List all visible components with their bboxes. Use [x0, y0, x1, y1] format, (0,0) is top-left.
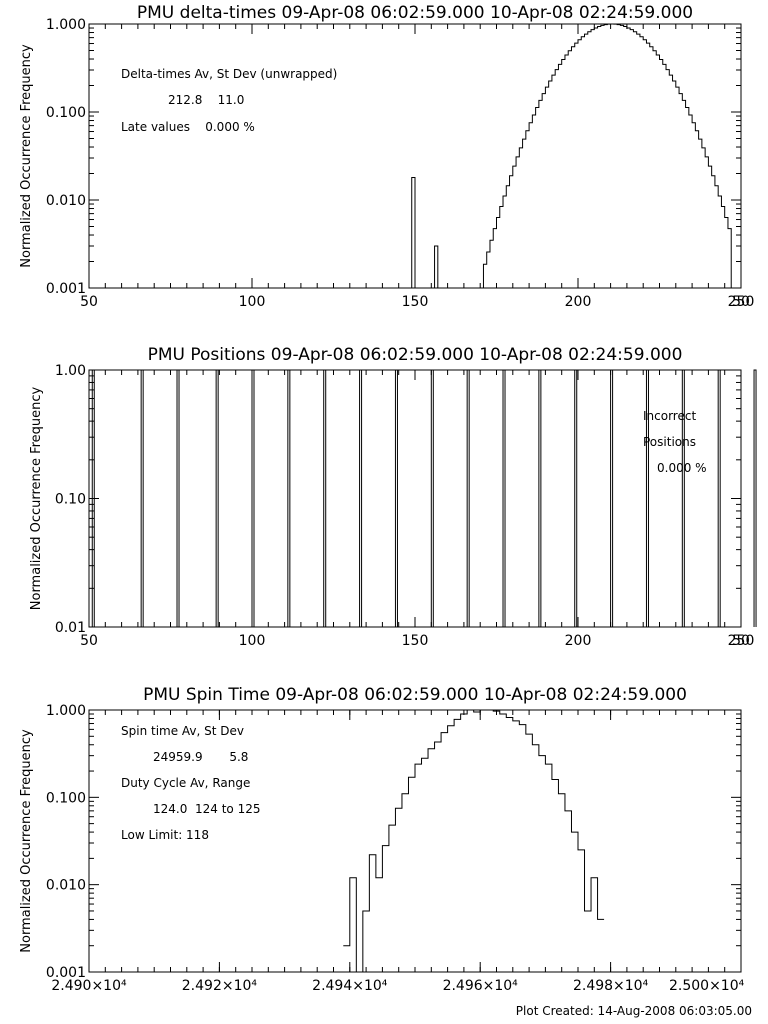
- x-tick-label: 200: [565, 294, 592, 310]
- annotation-text: Delta-times Av, St Dev (unwrapped): [121, 67, 337, 81]
- x-tick-label: 250: [728, 294, 755, 310]
- x-tick-label: 50: [80, 633, 98, 649]
- positions-panel: PMU Positions 09-Apr-08 06:02:59.000 10-…: [29, 345, 757, 649]
- position-bar: [538, 369, 542, 627]
- position-bar: [359, 369, 363, 627]
- x-tick-label: 100: [239, 633, 266, 649]
- position-bar: [251, 369, 255, 627]
- x-tick-label: 100: [239, 294, 266, 310]
- y-tick-label: 0.10: [55, 492, 86, 508]
- y-tick-label: 1.00: [55, 363, 86, 379]
- y-tick-label: 0.010: [46, 193, 86, 209]
- position-bar: [610, 369, 614, 627]
- y-tick-label: 0.001: [46, 965, 86, 981]
- y-tick-label: 0.100: [46, 105, 86, 121]
- x-tick-label: 250: [728, 633, 755, 649]
- x-tick-label: 2.490×10⁴: [51, 978, 127, 994]
- annotation-text: 212.8 11.0: [168, 93, 244, 107]
- annotation-text: 24959.9 5.8: [153, 750, 248, 764]
- x-tick-label: 2.492×10⁴: [182, 978, 258, 994]
- x-tick-label: 2.500×10⁴: [669, 978, 745, 994]
- histogram-series: [482, 23, 732, 288]
- annotation-text: 0.000 %: [657, 461, 707, 475]
- spin-time-panel: PMU Spin Time 09-Apr-08 06:02:59.000 10-…: [19, 685, 745, 994]
- y-axis-label: Normalized Occurrence Frequency: [19, 729, 34, 953]
- position-bar: [645, 369, 649, 627]
- position-bar: [176, 369, 180, 627]
- y-tick-label: 0.001: [46, 281, 86, 297]
- position-bar: [502, 369, 506, 627]
- y-tick-label: 0.010: [46, 878, 86, 894]
- position-bar: [574, 369, 578, 627]
- annotation-text: Low Limit: 118: [121, 828, 209, 842]
- delta-times-panel: PMU delta-times 09-Apr-08 06:02:59.000 1…: [19, 3, 754, 310]
- x-tick-label: 200: [565, 633, 592, 649]
- annotation-text: Duty Cycle Av, Range: [121, 776, 250, 790]
- y-tick-label: 1.000: [46, 703, 86, 719]
- x-tick-label: 50: [732, 633, 750, 649]
- annotation-text: 124.0 124 to 125: [153, 802, 260, 816]
- position-bar: [466, 369, 470, 627]
- histogram-spike: [411, 177, 416, 288]
- plot-created-footer: Plot Created: 14-Aug-2008 06:03:05.00: [516, 1004, 752, 1018]
- y-tick-label: 0.100: [46, 790, 86, 806]
- annotation-text: Late values 0.000 %: [121, 120, 255, 134]
- y-axis-label: Normalized Occurrence Frequency: [29, 386, 44, 610]
- position-bar: [323, 369, 327, 627]
- x-tick-label: 150: [402, 294, 429, 310]
- annotation-text: Positions: [643, 435, 696, 449]
- x-tick-label: 50: [732, 294, 750, 310]
- position-bar: [753, 369, 757, 627]
- y-tick-label: 0.01: [55, 620, 86, 636]
- x-tick-label: 2.494×10⁴: [312, 978, 388, 994]
- histogram-spike: [434, 245, 439, 288]
- position-bar: [287, 369, 291, 627]
- histogram-series: [343, 709, 605, 973]
- chart-title: PMU Positions 09-Apr-08 06:02:59.000 10-…: [148, 345, 683, 365]
- position-bar: [91, 369, 95, 627]
- position-bar: [140, 369, 144, 627]
- y-tick-label: 1.000: [46, 17, 86, 33]
- chart-title: PMU Spin Time 09-Apr-08 06:02:59.000 10-…: [143, 685, 687, 705]
- annotation-text: Spin time Av, St Dev: [121, 724, 244, 738]
- annotation-text: Incorrect: [643, 409, 696, 423]
- x-tick-label: 150: [402, 633, 429, 649]
- position-bar: [215, 369, 219, 627]
- y-axis-label: Normalized Occurrence Frequency: [19, 44, 34, 268]
- x-tick-label: 2.496×10⁴: [443, 978, 519, 994]
- position-bar: [394, 369, 398, 627]
- position-bar: [681, 369, 685, 627]
- x-tick-label: 50: [80, 294, 98, 310]
- x-tick-label: 2.498×10⁴: [573, 978, 649, 994]
- position-bar: [430, 369, 434, 627]
- position-bar: [717, 369, 721, 627]
- chart-title: PMU delta-times 09-Apr-08 06:02:59.000 1…: [137, 3, 693, 23]
